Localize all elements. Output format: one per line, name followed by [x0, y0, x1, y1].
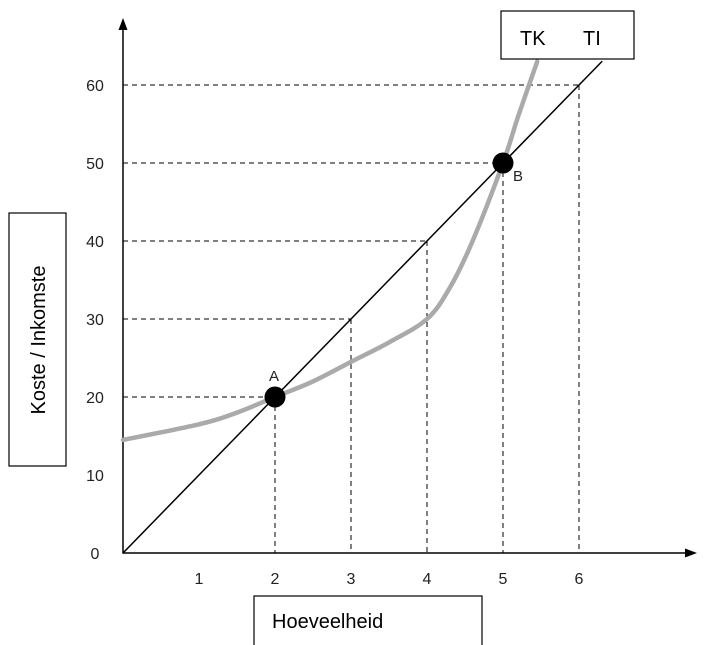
y-axis-label-box: Koste / Inkomste: [8, 212, 67, 467]
series-line-tk: [120, 59, 540, 443]
x-tick-label: 1: [195, 571, 204, 588]
point-label-b: B: [513, 168, 523, 185]
legend-entry-ti: TI: [583, 28, 601, 50]
x-tick-label: 3: [347, 571, 356, 588]
x-tick-label: 4: [423, 571, 432, 588]
point-b: [492, 152, 514, 174]
y-tick-label: 10: [86, 468, 104, 485]
x-axis-label: Hoeveelheid: [272, 611, 383, 633]
dashed-guides: [123, 84, 580, 553]
y-tick-label: 60: [86, 78, 104, 95]
x-axis-arrow: [685, 548, 697, 558]
x-tick-label: 5: [499, 571, 508, 588]
x-tick-label: 6: [575, 571, 584, 588]
series-lines: [120, 59, 603, 554]
y-axis-label: Koste / Inkomste: [28, 266, 50, 415]
y-tick-label: 0: [91, 546, 100, 563]
x-tick-label: 2: [271, 571, 280, 588]
y-tick-label: 50: [86, 156, 104, 173]
series-line-ti: [122, 60, 603, 554]
y-tick-label: 30: [86, 312, 104, 329]
point-a: [264, 386, 286, 408]
y-tick-label: 40: [86, 234, 104, 251]
axes: [118, 18, 697, 558]
y-axis-arrow: [118, 18, 128, 30]
point-label-a: A: [269, 368, 279, 385]
legend-box: TK TI: [500, 10, 635, 60]
legend-entry-tk: TK: [520, 28, 546, 50]
y-tick-label: 20: [86, 390, 104, 407]
x-axis-label-box: Hoeveelheid: [253, 595, 483, 645]
annotation-points: AB: [264, 152, 523, 408]
